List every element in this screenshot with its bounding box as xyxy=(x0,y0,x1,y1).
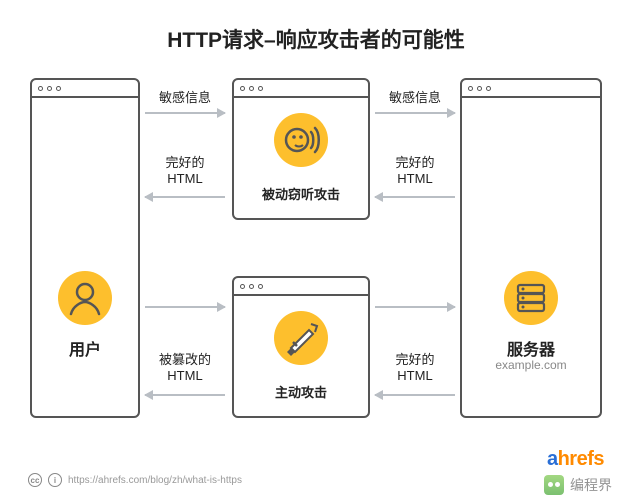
by-icon: i xyxy=(48,473,62,487)
diagram-title: HTTP请求–响应攻击者的可能性 xyxy=(0,24,632,54)
arrowhead xyxy=(217,108,226,118)
window-dot xyxy=(258,86,263,91)
titlebar xyxy=(462,80,600,98)
brand-logo: ahrefs xyxy=(547,448,604,471)
arrowhead xyxy=(217,302,226,312)
edge-label-p-u-bot: 完好的HTML xyxy=(145,155,225,188)
arrow-p-s-top xyxy=(375,112,455,114)
arrow-u-p-top xyxy=(145,112,225,114)
node-sublabel: example.com xyxy=(462,358,600,372)
window-dot xyxy=(249,284,254,289)
arrowhead xyxy=(447,302,456,312)
arrowhead xyxy=(374,390,383,400)
window-dot xyxy=(38,86,43,91)
footer: cci https://ahrefs.com/blog/zh/what-is-ht… xyxy=(28,473,242,487)
node-user: 用户 xyxy=(30,78,140,418)
node-server: 服务器example.com xyxy=(460,78,602,418)
arrow-p-u-bot xyxy=(145,196,225,198)
node-active: 主动攻击 xyxy=(232,276,370,418)
window-dot xyxy=(249,86,254,91)
watermark-text: 编程界 xyxy=(570,475,612,495)
node-label: 被动窃听攻击 xyxy=(234,184,368,203)
edge-label-u-p-top: 敏感信息 xyxy=(145,90,225,106)
window-dot xyxy=(240,284,245,289)
cc-icon: cc xyxy=(28,473,42,487)
watermark: 编程界 xyxy=(544,475,612,495)
arrowhead xyxy=(374,192,383,202)
arrowhead xyxy=(447,108,456,118)
edge-label-a-u-bot: 被篡改的HTML xyxy=(145,352,225,385)
footer-url: https://ahrefs.com/blog/zh/what-is-https xyxy=(68,475,242,486)
edge-label-p-s-top: 敏感信息 xyxy=(375,90,455,106)
titlebar xyxy=(234,80,368,98)
arrowhead xyxy=(144,390,153,400)
titlebar xyxy=(234,278,368,296)
arrow-s-p-bot xyxy=(375,196,455,198)
node-label: 用户 xyxy=(32,336,138,360)
node-label: 主动攻击 xyxy=(234,382,368,401)
window-dot xyxy=(477,86,482,91)
titlebar xyxy=(32,80,138,98)
window-dot xyxy=(258,284,263,289)
arrow-s-a-bot xyxy=(375,394,455,396)
node-label: 服务器 xyxy=(462,336,600,360)
ear-icon xyxy=(273,112,329,168)
edge-label-s-p-bot: 完好的HTML xyxy=(375,155,455,188)
window-dot xyxy=(56,86,61,91)
window-dot xyxy=(468,86,473,91)
arrow-a-s-top xyxy=(375,306,455,308)
window-dot xyxy=(240,86,245,91)
window-dot xyxy=(486,86,491,91)
arrowhead xyxy=(144,192,153,202)
sword-icon xyxy=(273,310,329,366)
window-dot xyxy=(47,86,52,91)
node-passive: 被动窃听攻击 xyxy=(232,78,370,220)
server-icon xyxy=(503,270,559,326)
arrow-u-a-top xyxy=(145,306,225,308)
user-icon xyxy=(57,270,113,326)
wechat-icon xyxy=(544,475,564,495)
edge-label-s-a-bot: 完好的HTML xyxy=(375,352,455,385)
arrow-a-u-bot xyxy=(145,394,225,396)
